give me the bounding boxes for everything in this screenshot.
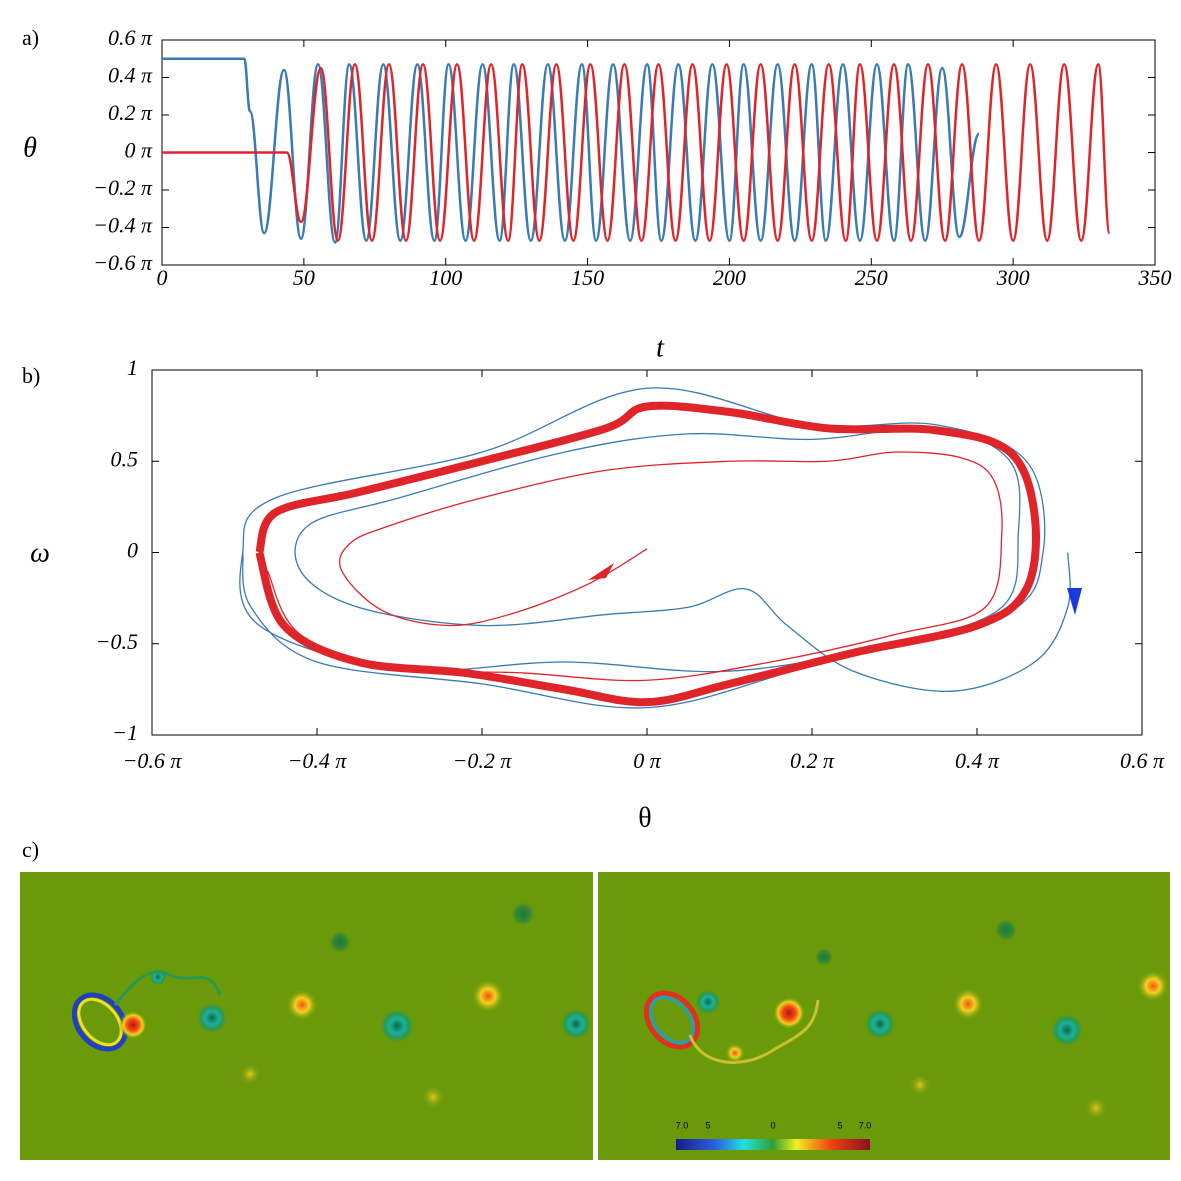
cylinder: [643, 990, 701, 1050]
y-axis-label: ω: [30, 537, 50, 568]
vortex: [814, 947, 834, 967]
x-tick-label: 100: [429, 265, 462, 290]
x-tick-label: 350: [1138, 265, 1172, 290]
colorbar-label: 5: [705, 1120, 710, 1130]
arrowhead: [1067, 588, 1082, 615]
x-tick-label: −0.6 π: [123, 748, 183, 773]
cylinder: [77, 997, 123, 1047]
panel-label: a): [22, 25, 39, 50]
vortex: [421, 1085, 445, 1109]
x-tick-label: −0.4 π: [288, 748, 348, 773]
y-tick-label: 0.2 π: [108, 100, 153, 125]
vortex: [1137, 970, 1169, 1002]
panel: −0.6 π −0.4 π −0.2 π 0 π 0.2 π 0.4 π 0.6 π −1 −0…: [22, 355, 1165, 833]
vortex: [1084, 1096, 1108, 1120]
x-tick-label: 0: [157, 265, 168, 290]
line: [162, 63, 1111, 242]
vortex: [773, 997, 805, 1029]
y-tick-label: −0.5: [96, 629, 138, 654]
y-tick-label: −0.6 π: [93, 250, 153, 275]
x-tick-label: 300: [996, 265, 1030, 290]
x-tick-label: 50: [293, 265, 315, 290]
y-tick-label: 0.4 π: [108, 63, 153, 88]
arrowhead: [588, 563, 614, 580]
line: [162, 57, 981, 244]
panel-label: b): [22, 363, 40, 388]
vortex: [119, 1011, 147, 1039]
y-tick-label: 0.6 π: [108, 25, 153, 50]
vortex: [560, 1008, 592, 1040]
vortex: [864, 1008, 896, 1040]
vortex: [328, 930, 352, 954]
y-tick-label: 0 π: [124, 138, 153, 163]
y-tick-label: −1: [112, 720, 138, 745]
vortex: [695, 989, 721, 1015]
x-tick-label: 250: [855, 265, 888, 290]
x-tick-label: 150: [571, 265, 604, 290]
vortex: [379, 1008, 415, 1044]
colorbar-label: 0: [770, 1120, 775, 1130]
shear-layer: [688, 999, 820, 1064]
vortex: [952, 988, 984, 1020]
y-tick-label: 0.5: [111, 446, 139, 471]
trajectory: [255, 401, 1040, 707]
x-tick-label: 0.2 π: [790, 748, 835, 773]
x-tick-label: 0 π: [633, 748, 662, 773]
x-tick-label: 0.4 π: [955, 748, 1000, 773]
vortex: [994, 918, 1018, 942]
vortex: [510, 901, 536, 927]
cylinder: [649, 995, 695, 1045]
y-tick-label: 0: [127, 538, 138, 563]
y-tick-label: 1: [127, 355, 138, 380]
colorbar-label: 7.0: [859, 1120, 872, 1130]
panel: 0 50 100 150 200 250 300 350 −0.6 π −0.4 π −0.2 π 0…: [22, 25, 1172, 363]
vorticity-field-left: [20, 872, 593, 1160]
vortex: [1050, 1013, 1084, 1047]
vortex: [286, 989, 318, 1021]
vorticity-field-right: [598, 872, 1170, 1160]
colorbar-label: 7.0: [676, 1120, 689, 1130]
vortex: [471, 979, 505, 1013]
trajectory: [266, 451, 1003, 682]
x-axis-label: θ: [638, 802, 651, 833]
panel-label: c): [22, 837, 39, 862]
y-tick-label: −0.4 π: [93, 213, 153, 238]
x-axis-label: t: [656, 332, 665, 363]
y-axis-label: θ: [23, 132, 37, 163]
vortex: [725, 1043, 745, 1063]
vortex: [196, 1002, 228, 1034]
y-tick-label: −0.2 π: [93, 175, 153, 200]
x-tick-label: 200: [713, 265, 746, 290]
cylinder: [71, 992, 129, 1052]
vortex: [239, 1063, 261, 1085]
colorbar-label: 5: [837, 1120, 842, 1130]
vortex: [909, 1074, 931, 1096]
colorbar: [676, 1139, 870, 1150]
shear-layer: [113, 970, 222, 1006]
x-tick-label: 0.6 π: [1120, 748, 1165, 773]
x-tick-label: −0.2 π: [453, 748, 513, 773]
